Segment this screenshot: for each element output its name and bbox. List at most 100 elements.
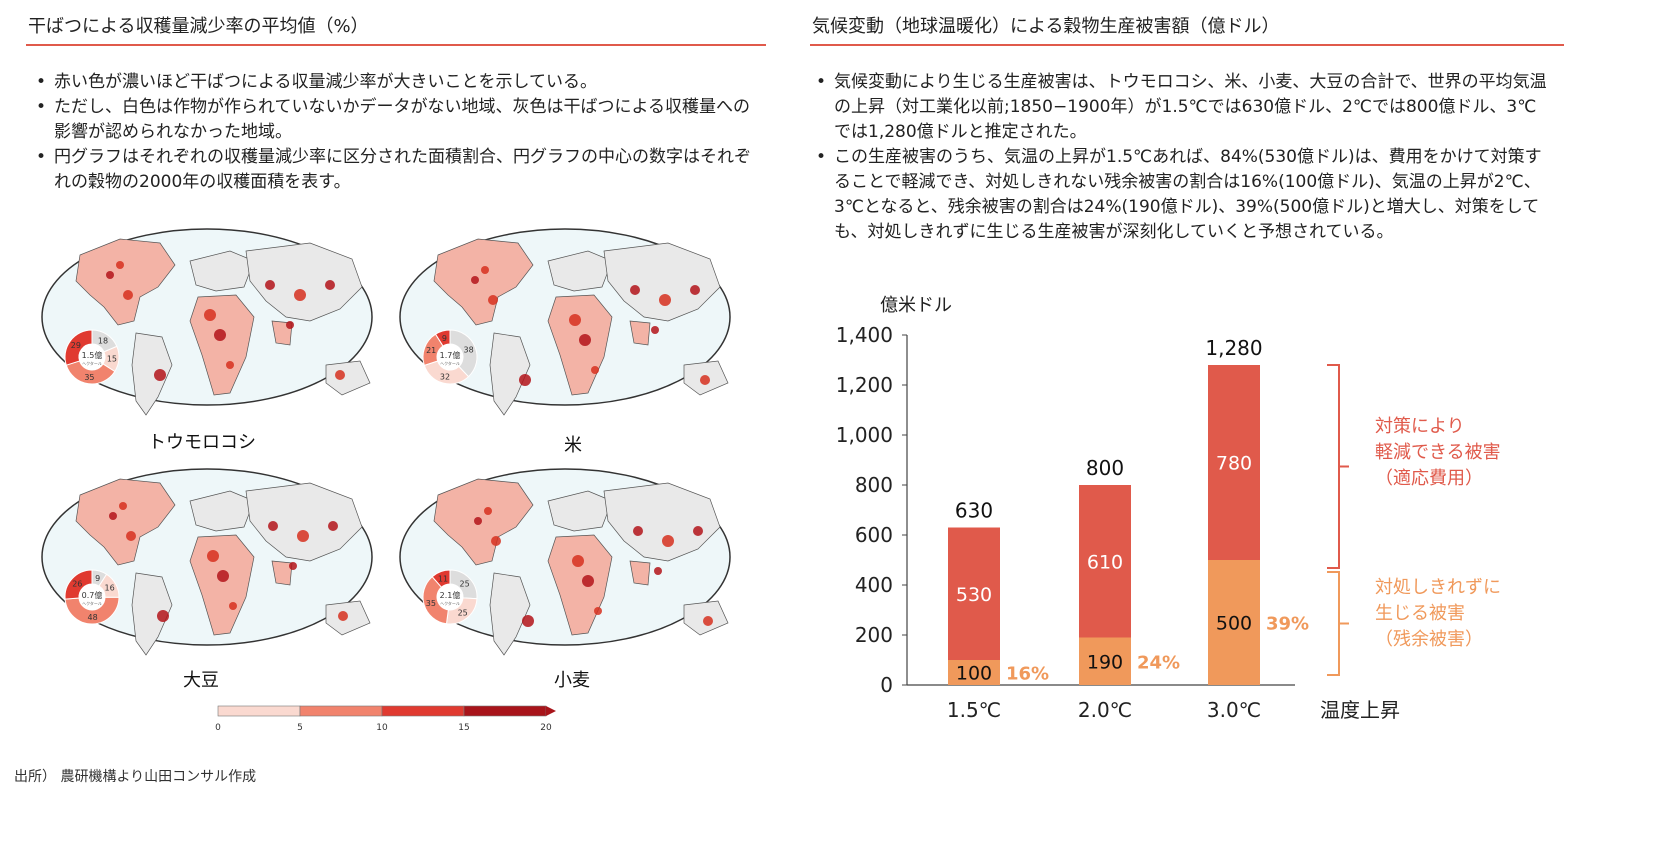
- right-bullet-2: この生産被害のうち、気温の上昇が1.5℃あれば、84%(530億ドル)は、費用を…: [814, 145, 1549, 245]
- map-hotspot: [690, 285, 700, 295]
- map-hotspot: [229, 602, 237, 610]
- map-hotspot: [591, 366, 599, 374]
- map-landmass: [271, 560, 293, 586]
- x-tick-label: 1.5℃: [947, 698, 1001, 722]
- left-bullet-1: 赤い色が濃いほど干ばつによる収量減少率が大きいことを示している。: [34, 70, 764, 95]
- colorbar-tick-label: 0: [215, 723, 221, 733]
- bar-residual-label: 500: [1216, 613, 1252, 635]
- bar-adaptable-label: 780: [1216, 453, 1252, 475]
- colorbar-tick-label: 5: [297, 723, 303, 733]
- map-hotspot: [265, 280, 275, 290]
- bracket-adaptable: [1327, 364, 1349, 569]
- y-tick-label: 200: [855, 623, 893, 647]
- map-landmass: [629, 320, 651, 346]
- map-landmass: [547, 250, 613, 292]
- damage-bar-chart: 億米ドル 0 200 400 600 800 1,000 1,200 1,400 100 530 63…: [836, 295, 1501, 722]
- pie-center-unit: ヘクタール: [82, 360, 102, 366]
- left-bullet-2: ただし、白色は作物が作られていないかデータがない地域、灰色は干ばつによる収穫量へ…: [34, 95, 764, 145]
- pie-slice-label: 18: [98, 336, 108, 345]
- map-hotspot: [157, 610, 169, 622]
- map-label-wheat: 小麦: [554, 670, 590, 691]
- map-landmass: [433, 478, 534, 566]
- map-hotspot: [579, 334, 591, 346]
- map-landmass: [547, 490, 613, 532]
- map-hotspot: [471, 276, 479, 284]
- y-tick-label: 1,400: [836, 323, 893, 347]
- pie-slice-label: 15: [107, 355, 117, 364]
- pie-slice-label: 25: [458, 608, 468, 617]
- pie-slice-label: 11: [438, 574, 448, 583]
- map-landmass: [189, 294, 255, 396]
- map-hotspot: [484, 507, 492, 515]
- map-hotspot: [572, 555, 584, 567]
- map-hotspot: [268, 521, 278, 531]
- map-hotspot: [214, 329, 226, 341]
- pie-center: [437, 584, 463, 610]
- bar-residual-damage: [948, 660, 1000, 685]
- map-label-corn: トウモロコシ: [148, 432, 256, 453]
- bar-percent-label: 16%: [1006, 664, 1049, 685]
- y-tick-label: 600: [855, 523, 893, 547]
- map-hotspot: [582, 575, 594, 587]
- map-landmass: [131, 332, 173, 416]
- map-hotspot: [289, 562, 297, 570]
- map-landmass: [245, 242, 363, 322]
- map-label-soybean: 大豆: [183, 670, 219, 691]
- map-hotspot: [116, 261, 124, 269]
- bar-total-label: 1,280: [1205, 336, 1262, 360]
- map-landmass: [325, 600, 371, 636]
- colorbar-segment: [463, 705, 547, 717]
- map-hotspot: [474, 517, 482, 525]
- map-landmass: [603, 242, 721, 322]
- left-panel-title: 干ばつによる収穫量減少率の平均値（%）: [28, 16, 369, 37]
- map-landmass: [131, 572, 173, 656]
- map-landmass: [433, 238, 534, 326]
- map-hotspot: [488, 295, 498, 305]
- map-hotspot: [519, 374, 531, 386]
- map-hotspot: [126, 531, 136, 541]
- pie-slice-label: 29: [71, 341, 81, 350]
- pie-slice-label: 25: [460, 579, 470, 588]
- map-hotspot: [338, 611, 348, 621]
- y-tick-label: 400: [855, 573, 893, 597]
- map-hotspot: [633, 526, 643, 536]
- map-hotspot: [654, 567, 662, 575]
- pie-center-area: 1.7億: [440, 350, 461, 360]
- colorbar-legend: 0 5 10 15 20: [215, 705, 556, 733]
- map-landmass: [189, 250, 255, 292]
- pie-slice-label: 35: [84, 373, 94, 382]
- bar-percent-label: 24%: [1137, 652, 1180, 673]
- annotation-adaptable-line: 対策により: [1375, 416, 1465, 437]
- bracket-residual: [1327, 571, 1349, 676]
- pie-center-unit: ヘクタール: [440, 360, 460, 366]
- pie-center-area: 1.5億: [82, 350, 103, 360]
- right-panel-title: 気候変動（地球温暖化）による穀物生産被害額（億ドル）: [812, 16, 1280, 37]
- pie-slice-label: 9: [95, 574, 100, 583]
- annotation-residual-line: 対処しきれずに: [1375, 577, 1501, 598]
- map-hotspot: [651, 326, 659, 334]
- pie-center: [79, 584, 105, 610]
- pie-center: [437, 344, 463, 370]
- map-landmass: [325, 360, 371, 396]
- right-bullet-1: 気候変動により生じる生産被害は、トウモロコシ、米、小麦、大豆の合計で、世界の平均…: [814, 70, 1549, 145]
- map-landmass: [245, 482, 363, 562]
- bar-adaptable-damage: [1208, 365, 1260, 560]
- colorbar-arrow: [546, 706, 556, 716]
- map-hotspot: [325, 280, 335, 290]
- map-hotspot: [693, 526, 703, 536]
- bar-adaptable-damage: [1079, 485, 1131, 638]
- map-hotspot: [659, 294, 671, 306]
- map-landmass: [189, 490, 255, 532]
- bar-total-label: 630: [955, 499, 993, 523]
- pie-slice-label: 35: [426, 599, 436, 608]
- map-hotspot: [700, 375, 710, 385]
- map-landmass: [629, 560, 651, 586]
- map-hotspot: [106, 271, 114, 279]
- map-hotspot: [154, 369, 166, 381]
- colorbar-segment: [299, 705, 383, 717]
- left-title-rule: [26, 44, 766, 46]
- pie-slice-label: 16: [105, 584, 115, 593]
- right-title-rule: [810, 44, 1564, 46]
